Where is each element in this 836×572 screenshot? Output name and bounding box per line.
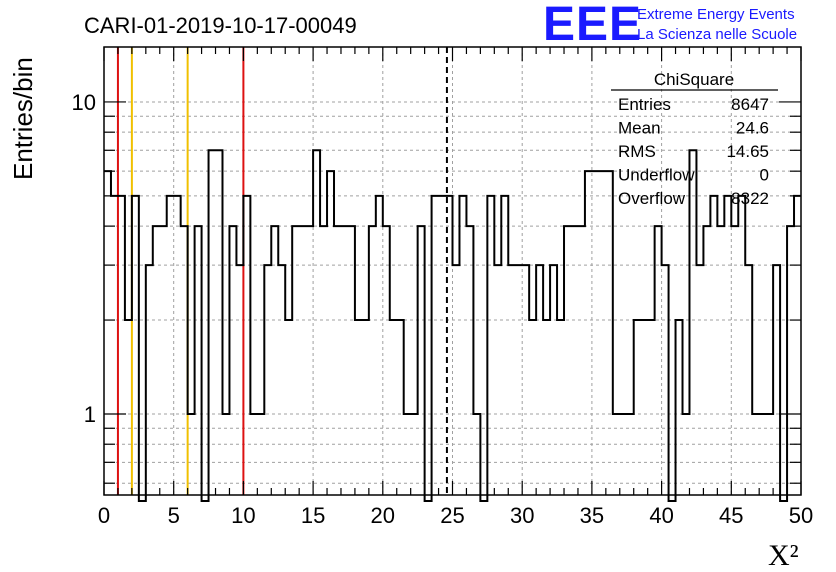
y-tick-label: 10	[72, 90, 96, 115]
stats-value: 8647	[731, 95, 769, 114]
x-tick-label: 10	[231, 503, 255, 528]
y-tick-labels: 1 10	[72, 90, 96, 427]
stats-label: Mean	[618, 119, 661, 138]
chart-title: CARI-01-2019-10-17-00049	[84, 13, 357, 38]
stats-value: 8322	[731, 189, 769, 208]
x-tick-label: 5	[168, 503, 180, 528]
stats-header: ChiSquare	[654, 70, 734, 89]
x-tick-labels: 0 5 10 15 20 25 30 35 40 45 50	[98, 503, 813, 528]
stats-rows: Entries 8647 Mean 24.6 RMS 14.65 Underflow 0 Ove…	[618, 95, 769, 208]
y-axis-label: Entries/bin	[8, 57, 38, 180]
x-tick-label: 20	[371, 503, 395, 528]
x-tick-label: 15	[301, 503, 325, 528]
x-axis-label: X²	[768, 539, 799, 572]
x-tick-label: 25	[440, 503, 464, 528]
y-tick-label: 1	[84, 402, 96, 427]
stats-value: 0	[760, 166, 769, 185]
logo-mark: EEE	[543, 0, 642, 51]
stats-label: Underflow	[618, 166, 695, 185]
axis-ticks	[103, 47, 802, 495]
stats-label: Overflow	[618, 189, 686, 208]
x-tick-label: 40	[649, 503, 673, 528]
x-tick-label: 0	[98, 503, 110, 528]
stats-value: 14.65	[726, 142, 769, 161]
eee-logo: EEE Extreme Energy Events La Scienza nel…	[543, 0, 797, 51]
x-tick-label: 30	[510, 503, 534, 528]
stats-box: ChiSquare Entries 8647 Mean 24.6 RMS 14.65 Und…	[611, 70, 778, 208]
stats-value: 24.6	[736, 119, 769, 138]
x-tick-label: 45	[719, 503, 743, 528]
marker-lines	[116, 47, 448, 495]
histogram-line	[104, 149, 801, 502]
stats-label: RMS	[618, 142, 656, 161]
x-tick-label: 50	[789, 503, 813, 528]
stats-label: Entries	[618, 95, 671, 114]
x-tick-label: 35	[580, 503, 604, 528]
logo-line-1: Extreme Energy Events	[637, 6, 795, 23]
logo-line-2: La Scienza nelle Scuole	[637, 26, 797, 43]
